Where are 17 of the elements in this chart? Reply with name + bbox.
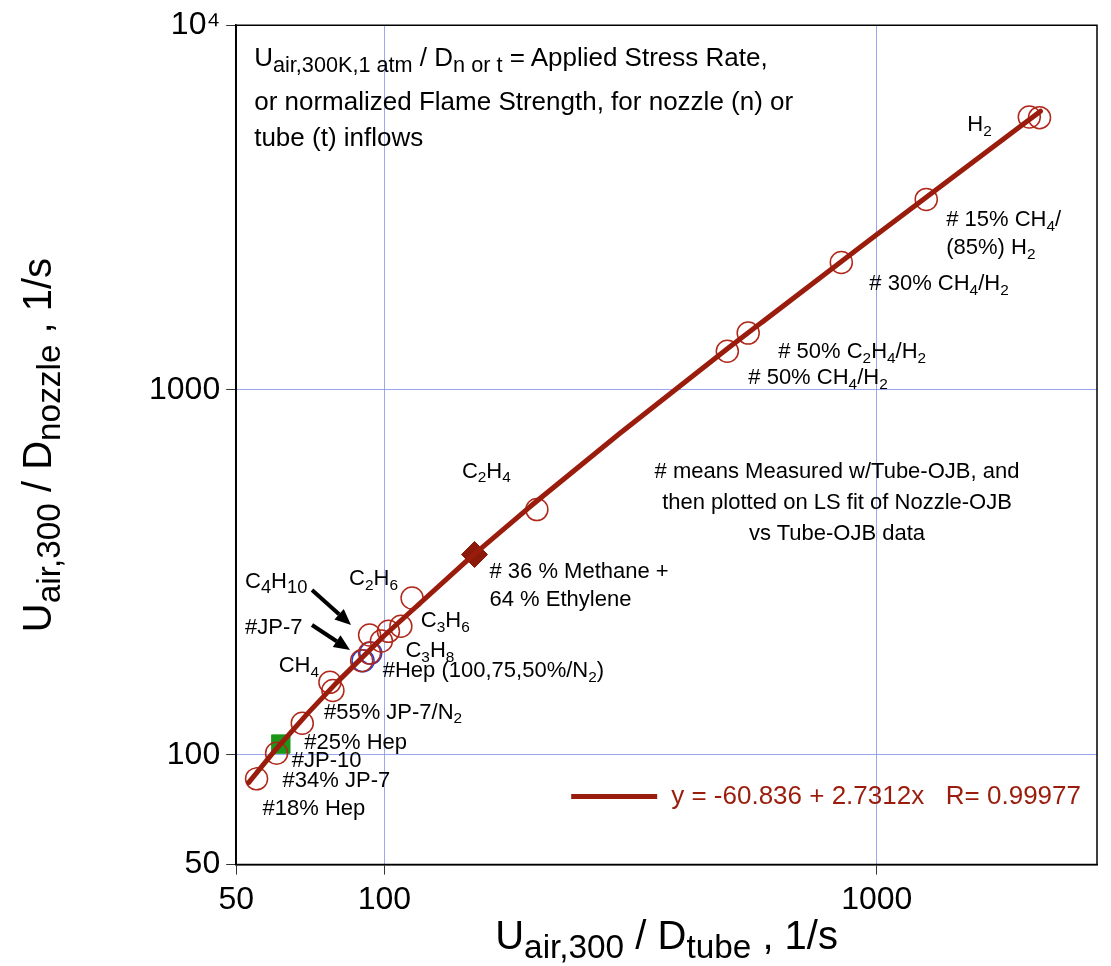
legend-label: y = -60.836 + 2.7312x R= 0.99977 <box>671 779 1082 810</box>
y-tick-label: 1000 <box>149 369 221 406</box>
annotation: #18% Hep <box>262 794 366 820</box>
y-tick-label: 10⁴ <box>170 5 221 42</box>
annotation: # 36 % Methane + <box>489 557 669 583</box>
annotation: #JP-7 <box>245 614 303 640</box>
annotation: C$_{4}$H$_{10}$ <box>245 568 308 599</box>
y-tick-label: 100 <box>166 734 221 771</box>
x-tick-label: 50 <box>218 879 254 916</box>
annotation: # means Measured w/Tube-OJB, and then plotted on LS fit of Nozzle-OJB vs Tube-OJB data <box>653 457 1021 548</box>
x-axis-title: U$_{air,300}$ / D$_{tube}$ , 1/s <box>495 912 838 965</box>
x-tick-label: 100 <box>357 879 412 916</box>
annotation: U$_{air,300K,1 atm}$ / D$_{n or t}$ = Applied Stress Rate, or normalized Flame Strength, for nozzle (n) or tube (t) inflows <box>254 41 795 155</box>
y-tick-label: 50 <box>184 844 221 881</box>
annotation: 64 % Ethylene <box>489 585 632 611</box>
annotation: #34% JP-7 <box>282 767 391 793</box>
x-tick-label: 1000 <box>841 879 913 916</box>
